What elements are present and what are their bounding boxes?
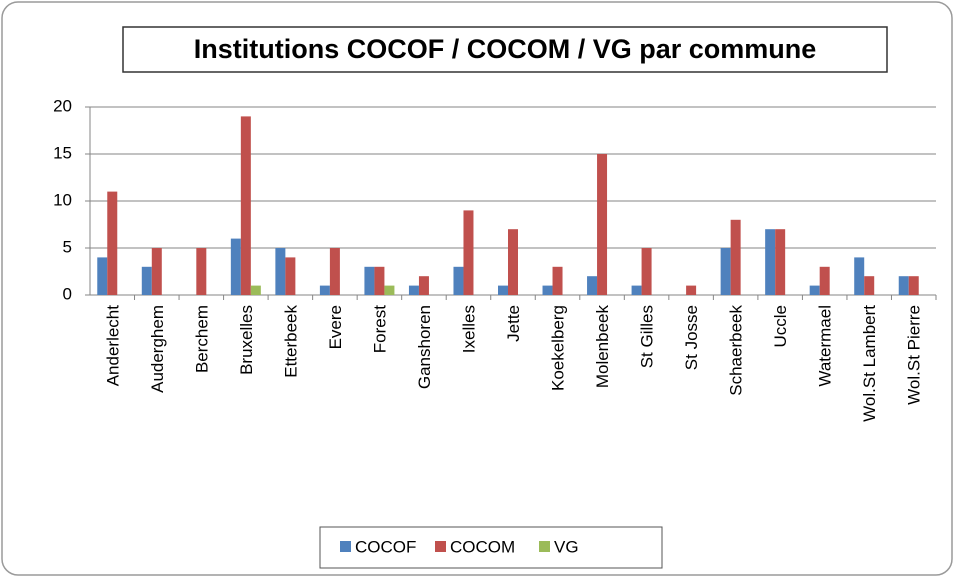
x-tick-label: Wol.St Lambert bbox=[860, 305, 879, 422]
bar bbox=[230, 238, 241, 295]
bar bbox=[463, 210, 474, 295]
bar bbox=[775, 229, 786, 295]
x-tick-label: Schaerbeek bbox=[727, 305, 746, 396]
bar bbox=[196, 248, 207, 295]
y-tick-label: 0 bbox=[63, 284, 72, 303]
bar bbox=[408, 285, 419, 295]
x-tick-label: St Gilles bbox=[638, 305, 657, 368]
bar bbox=[97, 257, 108, 295]
x-tick-label: Auderghem bbox=[148, 305, 167, 393]
bar bbox=[508, 229, 518, 295]
bar bbox=[819, 266, 830, 295]
bar bbox=[275, 248, 286, 295]
y-tick-label: 15 bbox=[53, 143, 72, 162]
bar bbox=[809, 285, 820, 295]
bar bbox=[141, 266, 152, 295]
bar bbox=[240, 116, 251, 296]
x-tick-label: Watermael bbox=[816, 305, 835, 387]
x-tick-label: Molenbeek bbox=[593, 305, 612, 389]
bar bbox=[319, 285, 330, 295]
bar bbox=[285, 257, 296, 295]
x-tick-label: Uccle bbox=[771, 305, 790, 348]
x-tick-label: Bruxelles bbox=[237, 305, 256, 375]
bar bbox=[374, 266, 385, 295]
x-tick-label: Ixelles bbox=[459, 305, 478, 353]
y-tick-label: 5 bbox=[63, 237, 72, 256]
x-tick-label: Forest bbox=[370, 305, 389, 353]
legend-swatch bbox=[435, 541, 446, 552]
y-tick-label: 10 bbox=[53, 190, 72, 209]
bar bbox=[631, 285, 642, 295]
bar bbox=[587, 276, 598, 295]
bar bbox=[107, 191, 118, 295]
bar bbox=[364, 266, 375, 295]
y-tick-label: 20 bbox=[53, 96, 72, 115]
bar bbox=[686, 285, 697, 295]
bar bbox=[864, 276, 875, 295]
title-box bbox=[122, 26, 888, 73]
bar bbox=[250, 285, 261, 295]
bar bbox=[329, 248, 340, 295]
bar bbox=[384, 285, 395, 295]
legend-label: VG bbox=[554, 537, 579, 556]
bar bbox=[641, 248, 652, 295]
bar bbox=[908, 276, 919, 295]
x-tick-label: Jette bbox=[504, 305, 523, 342]
x-tick-label: Evere bbox=[326, 305, 345, 349]
bar bbox=[498, 285, 508, 295]
chart-title: Institutions COCOF / COCOM / VG par comm… bbox=[194, 34, 817, 64]
x-tick-label: Etterbeek bbox=[281, 305, 300, 378]
legend-swatch bbox=[340, 541, 351, 552]
x-tick-label: Berchem bbox=[192, 305, 211, 373]
bar bbox=[453, 266, 464, 295]
bar bbox=[898, 276, 909, 295]
bar bbox=[854, 257, 865, 295]
x-tick-label: St Josse bbox=[682, 305, 701, 370]
bar bbox=[597, 154, 608, 295]
bar bbox=[765, 229, 776, 295]
bar bbox=[418, 276, 429, 295]
legend-swatch bbox=[539, 541, 550, 552]
bar bbox=[552, 266, 563, 295]
bar bbox=[730, 219, 741, 295]
x-tick-label: Koekelberg bbox=[549, 305, 568, 391]
x-tick-label: Wol.St Pierre bbox=[905, 305, 924, 405]
x-tick-label: Ganshoren bbox=[415, 305, 434, 389]
x-tick-label: Anderlecht bbox=[103, 305, 122, 387]
bar bbox=[151, 248, 162, 295]
legend-label: COCOF bbox=[355, 537, 416, 556]
bar bbox=[542, 285, 553, 295]
legend-box bbox=[319, 526, 663, 569]
bar bbox=[720, 248, 731, 295]
legend-label: COCOM bbox=[450, 537, 515, 556]
